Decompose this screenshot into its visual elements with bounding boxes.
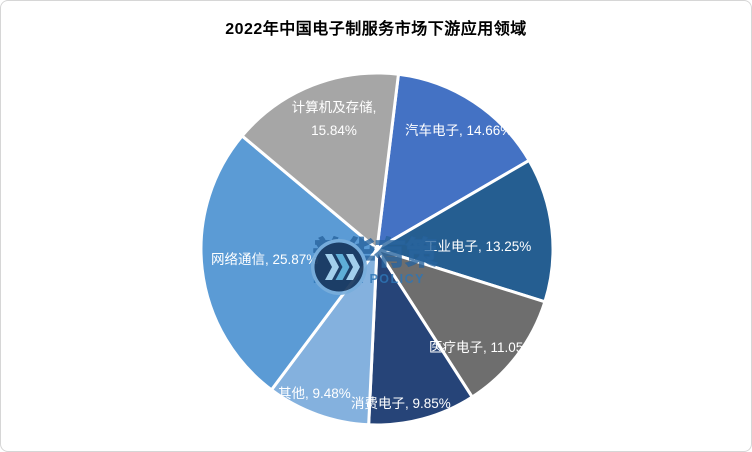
- pie-slice-label: 其他, 9.48%: [278, 386, 351, 401]
- pie-slice-label: 15.84%: [311, 123, 357, 138]
- pie-slice-label: 网络通信, 25.87%: [211, 252, 318, 267]
- pie-slice-7: [240, 71, 400, 251]
- pie-slice-label: 医疗电子, 11.05%: [429, 340, 535, 355]
- pie-slice-3: [375, 247, 547, 399]
- pie-slice-2: [375, 158, 555, 304]
- chart-title: 2022年中国电子制服务市场下游应用领域: [225, 21, 527, 38]
- pie-slice-label: 汽车电子, 14.66%: [405, 122, 512, 138]
- pie-slice-label: 消费电子, 9.85%: [351, 396, 451, 411]
- pie-slice-1: [375, 72, 531, 251]
- pie-slice-6: [199, 134, 379, 392]
- pie-slice-label: 计算机及存储,: [292, 100, 377, 115]
- pie-slice-label: 工业电子, 13.25%: [424, 239, 531, 254]
- pie-slice-4: [367, 247, 474, 427]
